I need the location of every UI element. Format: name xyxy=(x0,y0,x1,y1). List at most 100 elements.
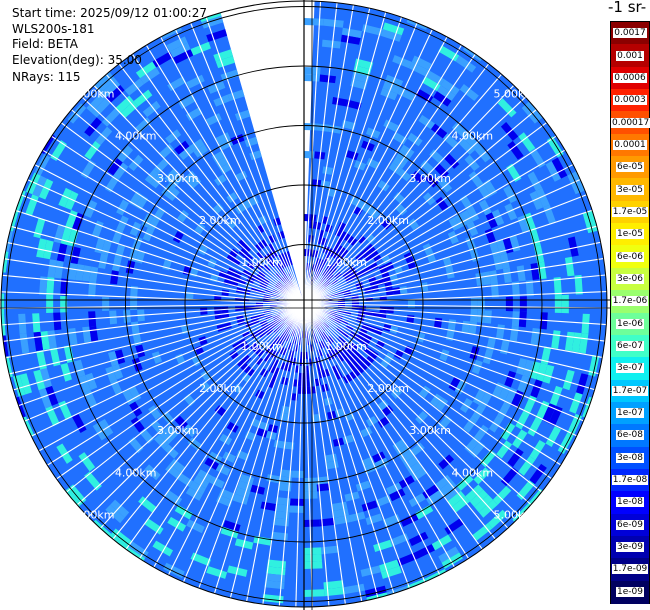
ray-line xyxy=(47,303,305,466)
colorbar-tick-label: 1e-08 xyxy=(611,496,649,508)
range-label: 2.00km xyxy=(199,382,241,395)
colorbar-tick-text: 0.001 xyxy=(616,50,644,61)
ray-line xyxy=(262,303,305,605)
range-bin-cell xyxy=(161,27,182,40)
range-bin-cell xyxy=(187,437,202,451)
range-grid xyxy=(0,0,610,610)
range-bin-cell xyxy=(23,416,35,437)
range-bin-cell xyxy=(267,348,275,357)
start-time-label: Start time: 2025/09/12 01:00:27 xyxy=(12,6,207,20)
range-bin-cell xyxy=(448,217,461,231)
range-bin-cell xyxy=(221,289,230,297)
range-bin-cell xyxy=(148,405,162,420)
ray-line xyxy=(42,149,305,305)
range-bin-cell xyxy=(399,450,415,464)
range-bin-cell xyxy=(273,510,290,520)
colorbar-tick-text: 1.7e-07 xyxy=(611,385,649,396)
range-bin-cell xyxy=(275,272,283,280)
range-bin-cell xyxy=(67,484,87,505)
range-bin-cell xyxy=(504,203,518,221)
range-bin-cell xyxy=(505,296,513,312)
range-bin-cell xyxy=(517,375,530,393)
range-label: 5.00km xyxy=(73,88,115,101)
ray-line xyxy=(303,194,587,305)
range-bin-cell xyxy=(527,417,543,437)
range-bin-cell xyxy=(390,387,403,399)
range-bin-cell xyxy=(19,373,32,395)
range-bin-cell xyxy=(216,324,226,332)
range-bin-cell xyxy=(381,219,392,230)
range-bin-cell xyxy=(116,215,129,231)
range-bin-cell xyxy=(283,441,295,450)
range-bin-cell xyxy=(343,583,365,595)
range-bin-cell xyxy=(86,93,106,113)
range-bin-cell xyxy=(318,341,324,350)
range-bin-cell xyxy=(173,49,194,64)
range-bin-cell xyxy=(84,471,102,491)
range-bin-cell xyxy=(530,262,540,280)
range-bin-cell xyxy=(336,236,345,246)
range-bin-cell xyxy=(271,531,288,541)
ray-line xyxy=(303,44,462,305)
range-bin-cell xyxy=(74,359,86,378)
ray-line xyxy=(153,303,305,568)
range-bin-cell xyxy=(435,397,449,412)
range-bin-cell xyxy=(492,486,512,505)
range-bin-cell xyxy=(113,162,129,180)
ray-line xyxy=(7,242,305,305)
range-bin-cell xyxy=(166,36,188,52)
range-bin-cell xyxy=(425,490,444,505)
range-bin-cell xyxy=(144,464,161,481)
range-bin-cell xyxy=(440,79,460,96)
range-bin-cell xyxy=(456,474,474,491)
range-bin-cell xyxy=(177,473,194,488)
range-bin-cell xyxy=(530,379,543,399)
range-bin-cell xyxy=(451,496,470,513)
range-bin-cell xyxy=(567,236,579,257)
range-bin-cell xyxy=(125,260,136,274)
range-bin-cell xyxy=(523,212,537,231)
range-bin-cell xyxy=(397,87,416,101)
range-bin-cell xyxy=(435,196,449,211)
range-bin-cell xyxy=(398,475,415,489)
ray-line xyxy=(167,303,305,576)
range-bin-cell xyxy=(215,463,231,476)
range-bin-cell xyxy=(323,587,345,597)
colorbar-tick-label: 0.001 xyxy=(611,50,649,62)
ray-line xyxy=(175,29,305,305)
ray-line xyxy=(303,225,597,305)
range-bin-cell xyxy=(369,350,379,360)
range-bin-cell xyxy=(553,277,562,296)
range-bin-cell xyxy=(430,123,448,139)
ray-line xyxy=(229,303,305,599)
range-bin-cell xyxy=(289,505,304,513)
range-bin-cell xyxy=(43,239,54,260)
range-bin-cell xyxy=(147,217,160,231)
range-bin-cell xyxy=(63,345,75,364)
ray-line xyxy=(105,74,305,305)
range-bin-cell xyxy=(194,222,206,235)
range-bin-cell xyxy=(422,243,433,255)
range-bin-cell xyxy=(5,230,13,252)
range-bin-cell xyxy=(267,559,287,569)
range-bin-cell xyxy=(80,159,96,179)
ray-line xyxy=(303,73,502,305)
range-bin-cell xyxy=(102,296,110,312)
range-bin-cell xyxy=(347,371,357,381)
range-bin-cell xyxy=(319,74,337,84)
range-bin-cell xyxy=(381,405,394,417)
range-label: 3.00km xyxy=(157,424,199,437)
range-bin-cell xyxy=(573,171,585,192)
range-bin-cell xyxy=(356,354,366,364)
range-bin-cell xyxy=(444,153,460,169)
range-bin-cell xyxy=(382,514,401,527)
ray-line xyxy=(303,178,581,305)
ray-line xyxy=(303,303,578,437)
range-bin-cell xyxy=(189,481,206,495)
ray-line xyxy=(24,303,305,422)
range-bin-cell xyxy=(215,55,235,69)
ray-line xyxy=(303,36,448,305)
range-bin-cell xyxy=(134,117,152,134)
range-bin-cell xyxy=(39,276,48,295)
range-bin-cell xyxy=(561,294,569,314)
